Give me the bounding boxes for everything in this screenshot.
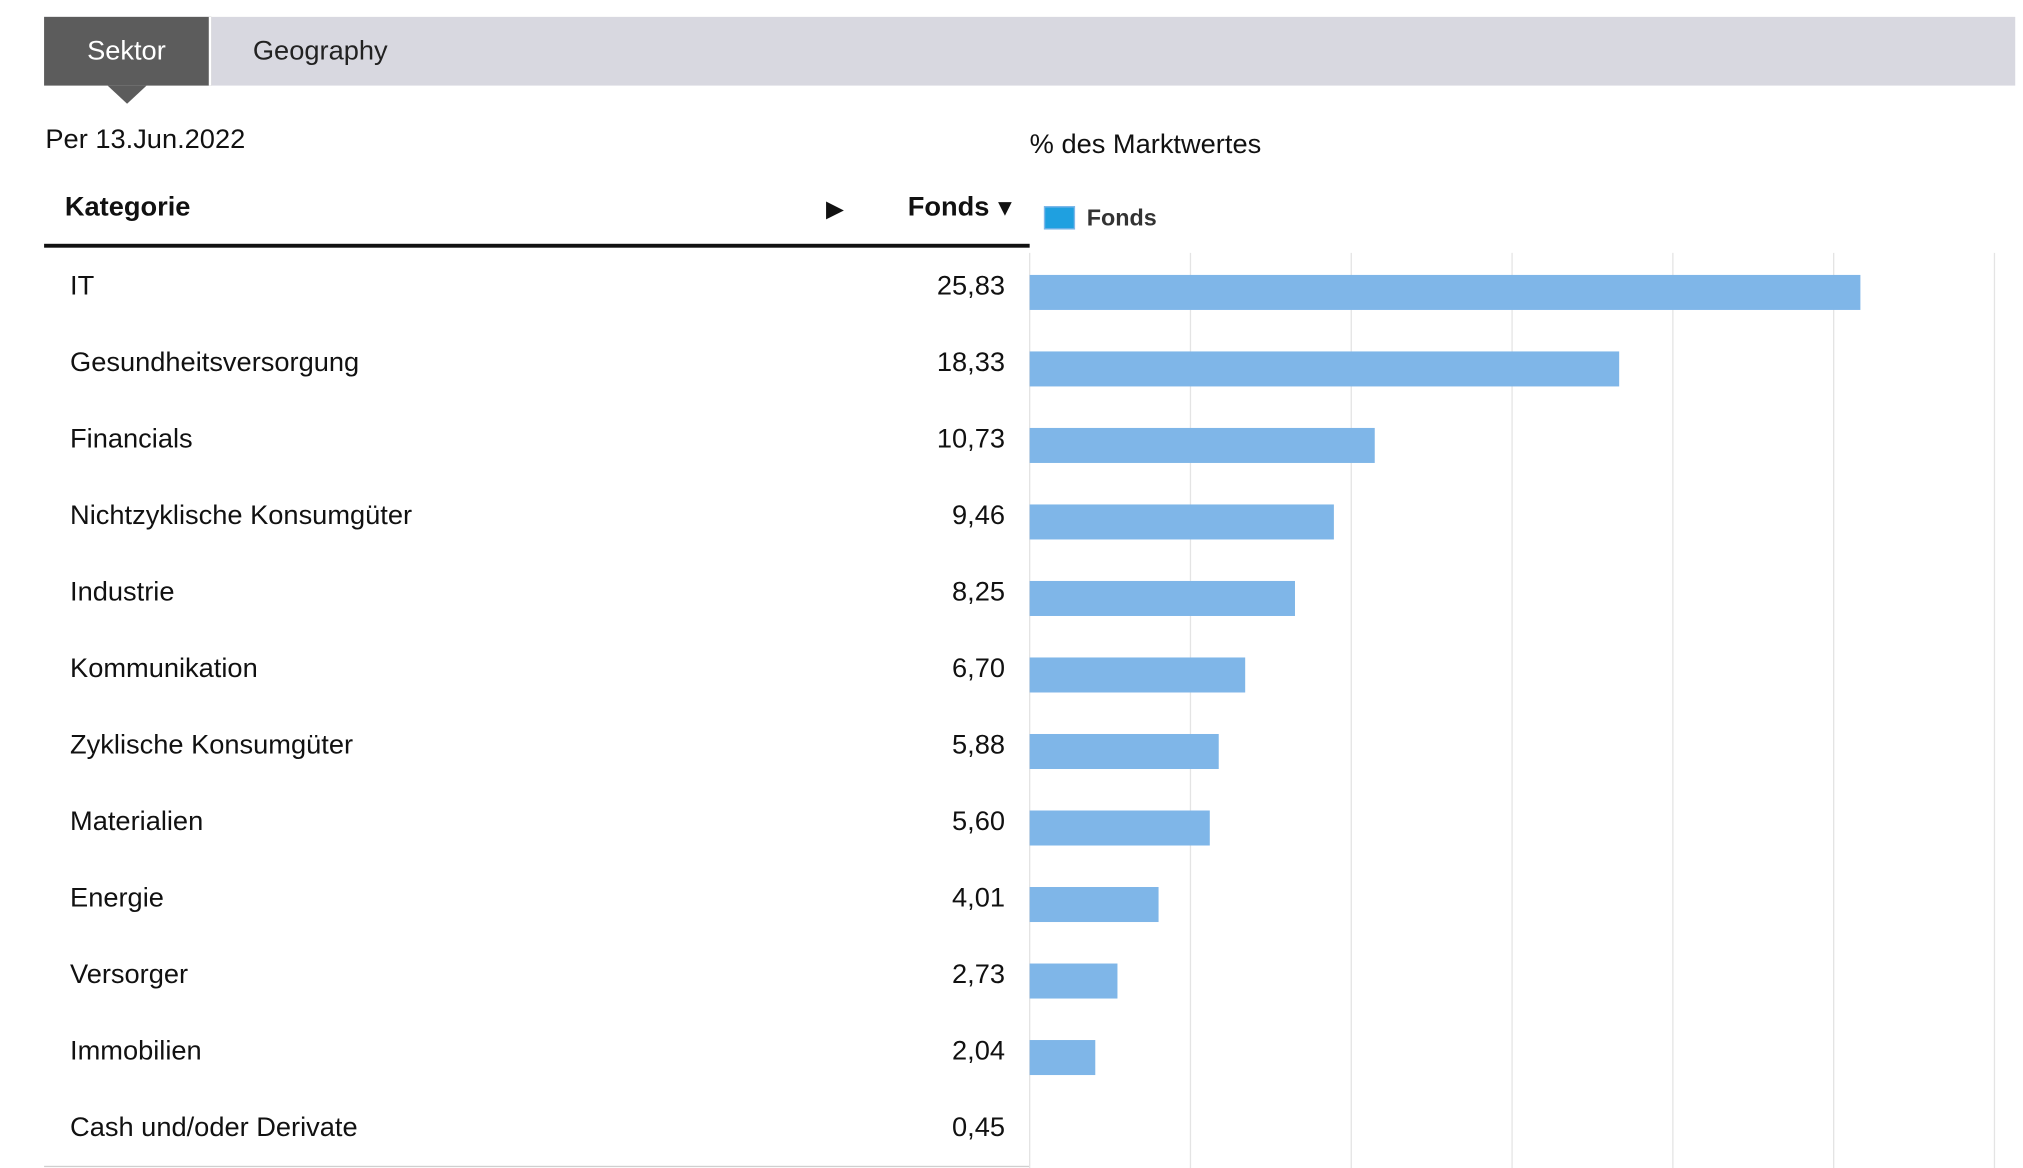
column-header-fund-label: Fonds [907,191,990,222]
table-row-category: IT [70,271,95,301]
table-row-category: Materialien [70,806,204,837]
bar-materialien[interactable] [1029,810,1210,846]
table-row-category: Zyklische Konsumgüter [70,730,354,760]
table-row-value: 5,88 [952,730,1006,760]
column-header-category[interactable]: Kategorie [64,191,191,222]
tab-sektor[interactable]: Sektor [44,16,212,104]
table-row-value: 0,45 [952,1112,1006,1143]
table-row-value: 5,60 [952,806,1006,837]
table-row-category: Financials [70,424,193,454]
table-row-category: Cash und/oder Derivate [70,1112,358,1143]
tab-sektor-label: Sektor [87,36,166,67]
bar-zyklische-konsumg-ter[interactable] [1029,733,1219,770]
table-row-category: Kommunikation [70,653,258,684]
active-tab-pointer-icon [107,85,147,104]
table-row-value: 9,46 [952,500,1006,531]
table-row-value: 8,25 [952,577,1006,607]
chart-title: % des Marktwertes [1029,129,1262,160]
table-row-value: 25,83 [936,271,1006,301]
table-bottom-rule [44,1165,1030,1168]
column-header-fund[interactable]: Fonds ▼ [908,192,1017,223]
as-of-date: Per 13.Jun.2022 [45,124,246,155]
bar-gesundheitsversorgung[interactable] [1029,351,1620,387]
bar-kommunikation[interactable] [1029,657,1246,693]
table-row-category: Gesundheitsversorgung [70,347,360,378]
table-row-value: 6,70 [952,653,1006,684]
table-row-category: Energie [70,883,164,913]
table-row-value: 10,73 [936,424,1006,454]
tab-geography[interactable]: Geography [253,17,388,86]
bar-versorger[interactable] [1029,963,1118,999]
play-triangle-icon[interactable]: ▶ [826,195,845,222]
table-row-value: 2,04 [952,1036,1006,1066]
bar-energie[interactable] [1029,887,1159,923]
table-row-category: Nichtzyklische Konsumgüter [70,500,413,531]
bar-industrie[interactable] [1029,580,1295,616]
tab-bar: Sektor Geography [44,16,2016,104]
table-header-rule [44,243,1030,248]
table-row-value: 18,33 [936,347,1006,378]
table-row-value: 2,73 [952,959,1006,990]
bar-it[interactable] [1029,274,1861,310]
table-row-category: Industrie [70,577,175,607]
table-row-category: Versorger [70,959,189,990]
sort-down-triangle-icon[interactable]: ▼ [993,194,1017,221]
legend-label-fonds[interactable]: Fonds [1086,204,1157,231]
table-row-value: 4,01 [952,883,1006,913]
tab-geography-label: Geography [252,36,388,67]
bar-immobilien[interactable] [1029,1040,1096,1076]
legend-swatch-fonds [1043,206,1076,230]
bar-financials[interactable] [1029,427,1375,463]
table-row-category: Immobilien [70,1036,202,1066]
bar-nichtzyklische-konsumg-ter[interactable] [1029,504,1334,540]
